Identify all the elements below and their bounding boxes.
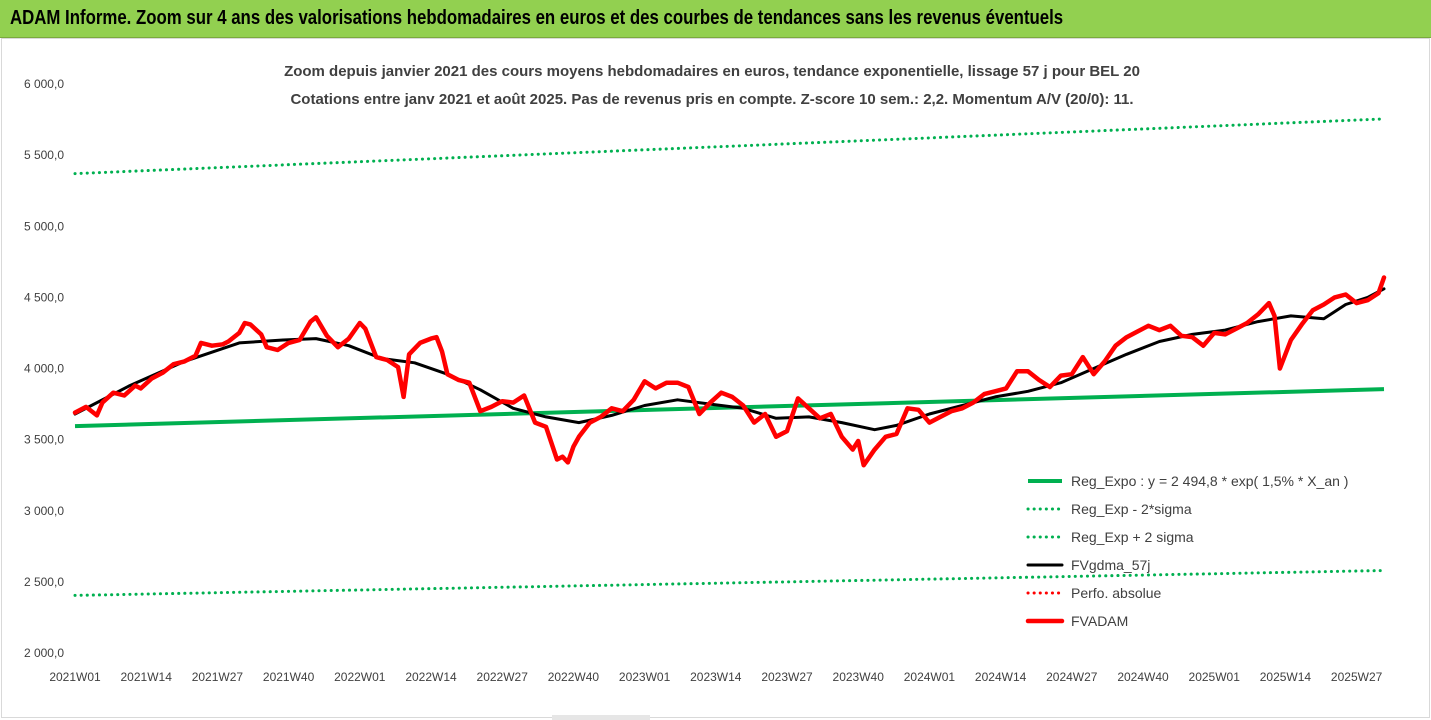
x-tick-label: 2022W14 bbox=[405, 670, 457, 684]
horizontal-scrollbar[interactable] bbox=[552, 715, 650, 720]
x-tick-label: 2021W27 bbox=[192, 670, 244, 684]
x-tick-label: 2024W14 bbox=[975, 670, 1027, 684]
y-tick-label: 3 000,0 bbox=[24, 504, 64, 518]
legend-label: FVgdma_57j bbox=[1071, 557, 1150, 573]
x-tick-label: 2022W40 bbox=[548, 670, 600, 684]
x-tick-label: 2023W27 bbox=[761, 670, 813, 684]
x-tick-label: 2023W01 bbox=[619, 670, 671, 684]
chart-frame bbox=[1, 38, 1430, 718]
y-tick-label: 2 500,0 bbox=[24, 575, 64, 589]
x-tick-label: 2021W40 bbox=[263, 670, 315, 684]
y-tick-label: 4 000,0 bbox=[24, 362, 64, 376]
series-line-6 bbox=[72, 275, 1387, 468]
x-tick-label: 2025W27 bbox=[1331, 670, 1383, 684]
y-tick-label: 3 500,0 bbox=[24, 433, 64, 447]
x-tick-label: 2023W14 bbox=[690, 670, 742, 684]
x-tick-label: 2021W01 bbox=[49, 670, 101, 684]
y-tick-label: 5 500,0 bbox=[24, 148, 64, 162]
legend-label: Reg_Exp + 2 sigma bbox=[1071, 529, 1194, 545]
chart-title: Zoom depuis janvier 2021 des cours moyen… bbox=[284, 63, 1140, 80]
series-line-3 bbox=[73, 117, 1386, 176]
x-tick-label: 2024W01 bbox=[904, 670, 956, 684]
report-title: ADAM Informe. Zoom sur 4 ans des valoris… bbox=[10, 7, 1064, 29]
y-tick-label: 5 000,0 bbox=[24, 219, 64, 233]
legend-label: FVADAM bbox=[1071, 613, 1128, 629]
x-tick-label: 2024W27 bbox=[1046, 670, 1098, 684]
y-tick-label: 6 000,0 bbox=[24, 77, 64, 91]
report-header: ADAM Informe. Zoom sur 4 ans des valoris… bbox=[0, 0, 1431, 38]
legend-label: Reg_Expo : y = 2 494,8 * exp( 1,5% * X_a… bbox=[1071, 473, 1348, 489]
x-tick-label: 2022W27 bbox=[477, 670, 529, 684]
chart-legend: Reg_Expo : y = 2 494,8 * exp( 1,5% * X_a… bbox=[1025, 473, 1348, 629]
x-tick-label: 2021W14 bbox=[121, 670, 173, 684]
legend-label: Perfo. absolue bbox=[1071, 585, 1161, 601]
x-tick-label: 2023W40 bbox=[833, 670, 885, 684]
x-tick-label: 2025W14 bbox=[1260, 670, 1312, 684]
y-tick-label: 2 000,0 bbox=[24, 646, 64, 660]
chart-subtitle: Cotations entre janv 2021 et août 2025. … bbox=[290, 91, 1133, 108]
legend-label: Reg_Exp - 2*sigma bbox=[1071, 501, 1192, 517]
x-tick-label: 2025W01 bbox=[1189, 670, 1241, 684]
x-tick-label: 2022W01 bbox=[334, 670, 386, 684]
y-tick-label: 4 500,0 bbox=[24, 290, 64, 304]
series-line-2 bbox=[73, 569, 1386, 597]
x-tick-label: 2024W40 bbox=[1117, 670, 1169, 684]
